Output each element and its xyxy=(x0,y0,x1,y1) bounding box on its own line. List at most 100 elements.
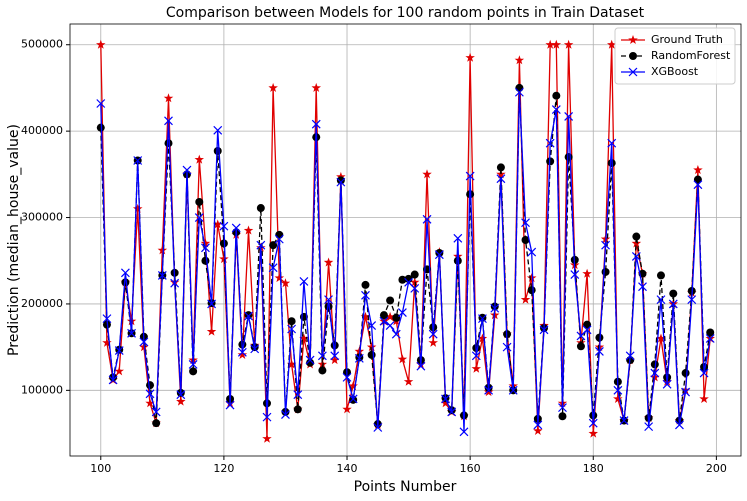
marker xyxy=(447,407,457,417)
marker xyxy=(631,251,641,261)
marker xyxy=(521,236,530,244)
marker xyxy=(311,82,321,92)
marker xyxy=(139,337,149,347)
marker xyxy=(656,295,666,305)
marker xyxy=(459,427,469,437)
marker xyxy=(213,125,223,135)
marker xyxy=(207,299,217,309)
marker xyxy=(176,390,186,400)
marker xyxy=(96,39,106,49)
x-tick-label: 200 xyxy=(706,462,727,475)
marker xyxy=(478,313,487,322)
marker xyxy=(693,180,703,190)
x-tick-label: 100 xyxy=(90,462,111,475)
marker xyxy=(367,350,376,359)
y-tick-label: 200000 xyxy=(21,297,63,310)
marker xyxy=(514,55,525,65)
marker xyxy=(629,52,637,60)
marker xyxy=(601,240,610,250)
marker xyxy=(397,308,407,318)
marker xyxy=(545,138,555,148)
marker xyxy=(558,412,567,421)
marker xyxy=(219,221,229,231)
marker xyxy=(570,270,580,279)
marker xyxy=(293,390,303,400)
marker xyxy=(496,163,505,172)
x-axis-label: Points Number xyxy=(354,479,457,495)
marker xyxy=(96,123,105,132)
marker xyxy=(367,321,377,330)
marker xyxy=(195,197,204,206)
marker xyxy=(194,154,204,164)
marker xyxy=(286,359,297,369)
marker xyxy=(607,39,617,49)
marker xyxy=(170,278,180,288)
marker xyxy=(595,333,604,342)
marker xyxy=(391,329,401,339)
marker xyxy=(416,361,426,371)
marker xyxy=(336,177,346,187)
marker xyxy=(354,353,364,363)
y-axis-label: Prediction (median_house_value) xyxy=(6,124,22,356)
marker xyxy=(274,273,285,283)
marker xyxy=(366,342,377,352)
marker xyxy=(564,153,573,162)
marker xyxy=(188,359,198,369)
marker xyxy=(349,395,358,404)
marker xyxy=(306,358,315,367)
marker xyxy=(354,346,365,356)
marker xyxy=(311,119,321,129)
marker xyxy=(244,311,253,321)
marker xyxy=(471,363,481,373)
legend-label: RandomForest xyxy=(651,49,731,62)
marker xyxy=(299,277,309,286)
marker xyxy=(656,333,666,343)
marker xyxy=(403,376,414,386)
legend-label: Ground Truth xyxy=(651,33,723,46)
marker xyxy=(564,112,574,121)
marker xyxy=(435,248,444,257)
marker xyxy=(588,428,598,438)
marker xyxy=(628,67,638,77)
marker xyxy=(268,82,278,92)
marker xyxy=(152,419,161,428)
marker xyxy=(163,93,174,103)
marker xyxy=(693,165,703,175)
marker xyxy=(514,87,524,97)
marker xyxy=(471,351,481,361)
marker xyxy=(502,342,512,352)
marker xyxy=(392,313,401,322)
marker xyxy=(194,213,204,222)
marker xyxy=(287,317,296,326)
marker xyxy=(681,387,691,397)
marker xyxy=(243,225,254,235)
marker xyxy=(385,321,395,330)
marker xyxy=(256,204,265,213)
marker xyxy=(551,105,561,114)
marker xyxy=(133,156,143,165)
marker xyxy=(201,243,210,253)
marker xyxy=(386,296,395,305)
marker xyxy=(551,39,562,49)
marker xyxy=(613,385,623,395)
marker xyxy=(133,203,143,213)
marker xyxy=(644,422,654,432)
marker xyxy=(200,238,211,248)
marker xyxy=(206,326,217,336)
marker xyxy=(262,412,272,422)
marker xyxy=(588,418,598,428)
marker xyxy=(552,91,561,100)
marker xyxy=(582,325,592,335)
marker xyxy=(318,366,327,375)
marker xyxy=(699,394,709,403)
marker xyxy=(114,366,124,376)
marker xyxy=(269,241,278,250)
marker xyxy=(151,407,161,417)
series xyxy=(96,87,715,437)
marker xyxy=(650,368,660,378)
marker xyxy=(281,410,290,419)
marker xyxy=(373,423,383,432)
marker xyxy=(539,325,549,335)
chart-title: Comparison between Models for 100 random… xyxy=(166,5,645,21)
marker xyxy=(428,329,438,339)
